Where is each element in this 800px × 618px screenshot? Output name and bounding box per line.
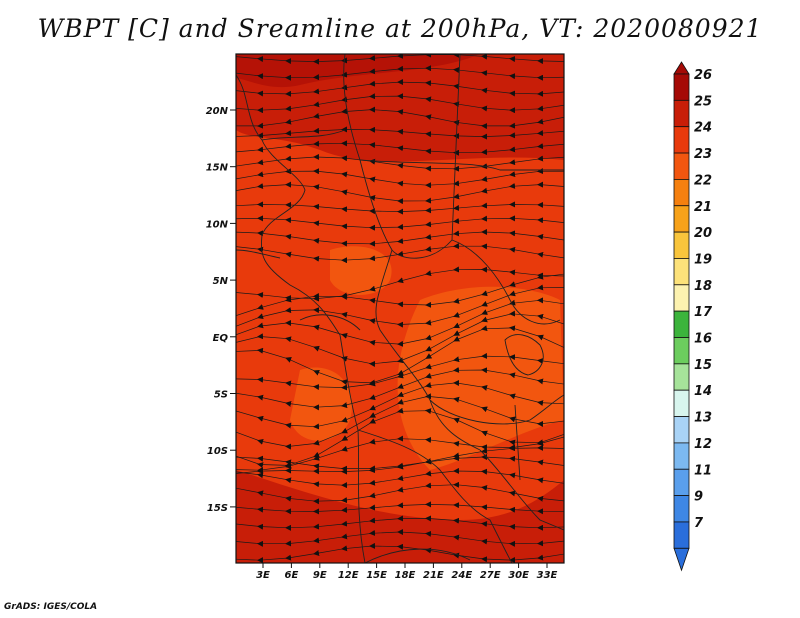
colorbar-swatch — [673, 337, 690, 365]
colorbar-label: 9 — [694, 490, 703, 505]
lon-label: 12E — [338, 570, 359, 581]
colorbar-arrow-bottom — [673, 547, 690, 572]
lon-label: 3E — [256, 570, 270, 581]
lat-label: 10N — [206, 219, 229, 230]
lat-label: 20N — [206, 106, 229, 117]
colorbar-swatch — [673, 258, 690, 286]
lon-label: 27E — [480, 570, 501, 581]
colorbar-label: 7 — [694, 516, 704, 531]
streamline — [236, 515, 564, 531]
colorbar-label: 15 — [694, 358, 712, 373]
lat-label: 5S — [214, 390, 228, 401]
lon-label: 6E — [285, 570, 299, 581]
lon-label: 24E — [451, 570, 472, 581]
grads-credit: GrADS: IGES/COLA — [4, 602, 98, 612]
streamline — [236, 542, 564, 563]
colorbar-swatch — [673, 152, 690, 180]
colorbar: 26 25 24 23 22 21 20 19 18 17 16 15 14 13 12 11 9 7 — [673, 61, 713, 572]
streamline — [236, 153, 564, 172]
colorbar-swatch — [673, 468, 690, 497]
colorbar-swatch — [673, 126, 690, 154]
colorbar-swatch — [673, 310, 690, 338]
colorbar-swatch — [673, 284, 690, 312]
colorbar-swatch — [673, 73, 690, 101]
streamlines — [236, 54, 564, 563]
lon-label: 15E — [366, 570, 387, 581]
lon-label: 21E — [423, 570, 444, 581]
streamline — [236, 201, 564, 215]
colorbar-swatch — [673, 442, 690, 470]
chart-title: WBPT [C] and Sreamline at 200hPa, VT: 20… — [37, 14, 763, 43]
colorbar-swatch — [673, 99, 690, 128]
lon-label: 30E — [508, 570, 529, 581]
colorbar-arrow-top — [673, 61, 690, 75]
lat-label: 5N — [213, 276, 229, 287]
lon-label: 18E — [395, 570, 416, 581]
lat-label: EQ — [213, 333, 229, 344]
colorbar-label: 12 — [694, 437, 712, 452]
streamline — [236, 243, 564, 264]
map-frame — [235, 53, 565, 564]
colorbar-label: 25 — [694, 94, 712, 109]
colorbar-swatch — [673, 178, 690, 207]
lon-label: 33E — [537, 570, 558, 581]
streamline — [236, 54, 564, 65]
lon-axis: 3E 6E 9E 12E 15E 18E 21E 24E 27E 30E 33E — [256, 563, 558, 581]
wbpt-field — [236, 54, 564, 563]
streamline — [236, 106, 564, 130]
streamline — [236, 181, 564, 205]
colorbar-label: 20 — [694, 226, 712, 241]
colorbar-label: 26 — [694, 68, 712, 83]
colorbar-swatch — [673, 231, 690, 259]
lat-label: 10S — [207, 446, 228, 457]
streamline — [236, 454, 564, 472]
colorbar-swatch — [673, 389, 690, 417]
lon-label: 9E — [313, 570, 327, 581]
colorbar-label: 19 — [694, 252, 712, 267]
colorbar-label: 23 — [694, 147, 712, 162]
colorbar-swatch — [673, 363, 690, 391]
streamline — [236, 228, 564, 247]
streamline — [236, 467, 564, 489]
colorbar-swatch — [673, 521, 690, 549]
streamline — [236, 501, 564, 515]
colorbar-label: 18 — [694, 279, 712, 294]
colorbar-label: 14 — [694, 384, 712, 399]
streamline — [236, 481, 564, 505]
colorbar-label: 11 — [694, 463, 712, 478]
colorbar-label: 21 — [694, 200, 712, 215]
colorbar-swatch — [673, 205, 690, 233]
country-borders — [236, 54, 564, 563]
colorbar-label: 16 — [694, 332, 712, 347]
lat-label: 15S — [207, 503, 228, 514]
lat-axis: 20N 15N 10N 5N EQ 5S 10S 15S — [206, 106, 236, 514]
streamline — [236, 140, 564, 156]
colorbar-swatch — [673, 416, 690, 444]
colorbar-label: 17 — [694, 305, 713, 320]
streamline — [236, 215, 564, 231]
streamline — [236, 126, 564, 140]
colorbar-label: 24 — [694, 121, 712, 136]
lat-label: 15N — [206, 163, 229, 174]
colorbar-label: 22 — [694, 173, 712, 188]
streamline — [236, 65, 564, 81]
colorbar-swatch — [673, 495, 690, 523]
colorbar-label: 13 — [694, 411, 712, 426]
